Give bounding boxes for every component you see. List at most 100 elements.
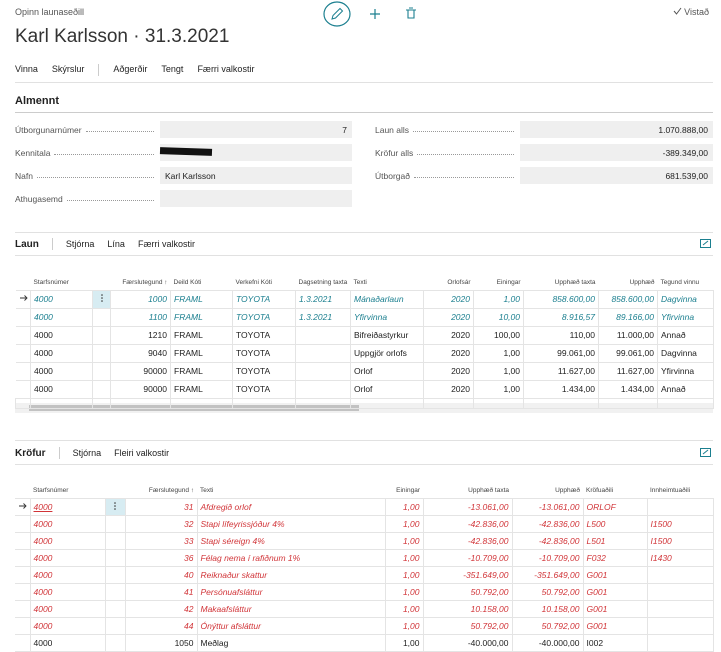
cell: 1.3.2021 bbox=[295, 307, 351, 327]
column-header[interactable]: Kröfuaðili bbox=[586, 486, 614, 494]
field-value[interactable]: 1.070.888,00 bbox=[520, 121, 713, 138]
column-header[interactable]: Starfsnúmer bbox=[33, 278, 69, 286]
table-row[interactable]: 4000 42 Makaafsláttur 1,00 10.158,00 10.158,0… bbox=[15, 599, 714, 618]
cell: 858.600,00 bbox=[598, 289, 658, 309]
table-row[interactable]: 4000 32 Stapi lífeyrissjóður 4% 1,00 -42.836… bbox=[15, 514, 714, 533]
column-header[interactable]: Færslutegund ↑ bbox=[148, 486, 194, 494]
tab[interactable]: Færri valkostir bbox=[137, 239, 195, 249]
leader bbox=[36, 176, 154, 178]
column-header[interactable]: Texti bbox=[200, 486, 214, 494]
column-header[interactable]: Upphæð taxta bbox=[554, 278, 596, 286]
cell: TOYOTA bbox=[232, 307, 296, 327]
cell: I1430 bbox=[646, 548, 714, 567]
tab[interactable]: Laun bbox=[15, 238, 39, 250]
field-label: Útborgunarnúmer bbox=[15, 125, 160, 135]
column-header[interactable]: Færslutegund ↑ bbox=[122, 278, 168, 286]
column-header[interactable]: Upphæð bbox=[555, 486, 580, 494]
scrollbar[interactable] bbox=[15, 403, 713, 413]
cell: 1,00 bbox=[473, 343, 524, 363]
cell bbox=[295, 325, 351, 345]
column-header[interactable]: Upphæð bbox=[629, 278, 655, 286]
field-value[interactable]: 7 bbox=[160, 121, 352, 138]
action-button[interactable]: Aðgerðir bbox=[113, 64, 148, 74]
action-button[interactable]: Færri valkostir bbox=[197, 64, 255, 74]
column-header[interactable]: Texti bbox=[353, 278, 367, 286]
table-row[interactable]: 4000 44 Ónýttur afsláttur 1,00 50.792,00 50.7… bbox=[15, 616, 714, 635]
action-button[interactable]: Vinna bbox=[15, 64, 38, 74]
cell: 41 bbox=[124, 582, 198, 601]
row-menu[interactable] bbox=[92, 289, 111, 309]
expand-icon[interactable] bbox=[700, 448, 711, 457]
tab[interactable]: Lína bbox=[107, 239, 125, 249]
row-menu[interactable] bbox=[104, 497, 126, 516]
cell: FRAML bbox=[170, 325, 233, 345]
cell: 1050 bbox=[124, 633, 198, 652]
action-button[interactable]: Tengt bbox=[161, 64, 184, 74]
scrollbar-thumb[interactable] bbox=[29, 405, 359, 411]
column-header[interactable]: Einingar bbox=[396, 486, 420, 494]
table-row[interactable]: 4000 31 Afdregið orlof 1,00 -13.061,00 -13.06… bbox=[15, 497, 714, 516]
cell: 44 bbox=[124, 616, 198, 635]
field-label-text: Útborgað bbox=[375, 170, 410, 181]
column-header[interactable]: Tegund vinnu bbox=[660, 278, 700, 286]
tab[interactable]: Kröfur bbox=[15, 447, 46, 459]
cell: Afdregið orlof bbox=[196, 497, 386, 516]
table-row[interactable]: 4000 1050 Meðlag 1,00 -40.000,00 -40.000,00 I0… bbox=[15, 633, 714, 652]
column-header[interactable]: Einingar bbox=[496, 278, 521, 286]
cell: 4000 bbox=[30, 343, 93, 363]
cell: 4000 bbox=[29, 582, 106, 601]
tab[interactable]: Stjórna bbox=[72, 448, 102, 458]
cell: 1.3.2021 bbox=[295, 289, 351, 309]
column-header[interactable]: Innheimtuaðili bbox=[650, 486, 691, 494]
column-header[interactable]: Dagsetning taxta bbox=[298, 278, 348, 286]
cell: 4000 bbox=[29, 599, 106, 618]
edit-button[interactable] bbox=[323, 1, 351, 27]
field-value[interactable] bbox=[160, 190, 352, 207]
table-row[interactable]: 4000 1000 FRAML TOYOTA 1.3.2021 Mánaðarlaun 20… bbox=[15, 289, 714, 309]
cell: Makaafsláttur bbox=[196, 599, 386, 618]
new-button[interactable] bbox=[370, 9, 380, 19]
field-label-text: Athugasemd bbox=[15, 193, 63, 204]
row-menu bbox=[104, 616, 126, 635]
table-row[interactable]: 4000 90000 FRAML TOYOTA Orlof 2020 1,00 1.434,0… bbox=[15, 379, 714, 399]
field-value[interactable]: -389.349,00 bbox=[520, 144, 713, 161]
table-row[interactable]: 4000 41 Persónuafsláttur 1,00 50.792,00 50.79… bbox=[15, 582, 714, 601]
field-value[interactable]: Karl Karlsson bbox=[160, 167, 352, 184]
row-indicator bbox=[15, 599, 31, 618]
table-row[interactable]: 4000 40 Reiknaður skattur 1,00 -351.649,00 -3… bbox=[15, 565, 714, 584]
table-row[interactable]: 4000 90000 FRAML TOYOTA Orlof 2020 1,00 11.627,… bbox=[15, 361, 714, 381]
cell: 1.434,00 bbox=[598, 379, 658, 399]
cell: FRAML bbox=[170, 379, 233, 399]
divider bbox=[15, 440, 713, 441]
cell: 10,00 bbox=[473, 307, 524, 327]
action-button[interactable]: Skýrslur bbox=[51, 64, 85, 74]
column-header[interactable]: Verkefni Kóti bbox=[235, 278, 273, 286]
column-header[interactable]: Orlofsár bbox=[447, 278, 471, 286]
cell: L500 bbox=[582, 514, 648, 533]
table-row[interactable]: 4000 1100 FRAML TOYOTA 1.3.2021 Yfirvinna 2020… bbox=[15, 307, 714, 327]
table-row[interactable]: 4000 36 Félag nema í rafiðnum 1% 1,00 -10.70… bbox=[15, 548, 714, 567]
row-menu bbox=[104, 633, 126, 652]
tab[interactable]: Stjórna bbox=[65, 239, 95, 249]
cell: FRAML bbox=[170, 307, 233, 327]
tab[interactable]: Fleiri valkostir bbox=[114, 448, 170, 458]
cell: TOYOTA bbox=[232, 361, 296, 381]
delete-button[interactable] bbox=[406, 7, 416, 19]
column-header[interactable]: Deild Kóti bbox=[173, 278, 202, 286]
table-row[interactable]: 4000 1210 FRAML TOYOTA Bifreiðastyrkur 2020 10… bbox=[15, 325, 714, 345]
divider bbox=[15, 464, 713, 465]
table-row[interactable]: 4000 9040 FRAML TOYOTA Uppgjör orlofs 2020 1,0… bbox=[15, 343, 714, 363]
column-header[interactable]: Starfsnúmer bbox=[33, 486, 69, 494]
cell: 4000 bbox=[29, 514, 106, 533]
cell: Annað bbox=[657, 379, 714, 399]
table-row[interactable]: 4000 33 Stapi séreign 4% 1,00 -42.836,00 -42.… bbox=[15, 531, 714, 550]
expand-icon[interactable] bbox=[700, 239, 711, 248]
cell: 1210 bbox=[110, 325, 171, 345]
cell: I1500 bbox=[646, 514, 714, 533]
field-value[interactable]: 681.539,00 bbox=[520, 167, 713, 184]
cell: -40.000,00 bbox=[422, 633, 513, 652]
cell: 32 bbox=[124, 514, 198, 533]
column-header[interactable]: Upphæð taxta bbox=[468, 486, 509, 494]
row-indicator bbox=[15, 325, 31, 345]
cell: 1,00 bbox=[384, 548, 424, 567]
